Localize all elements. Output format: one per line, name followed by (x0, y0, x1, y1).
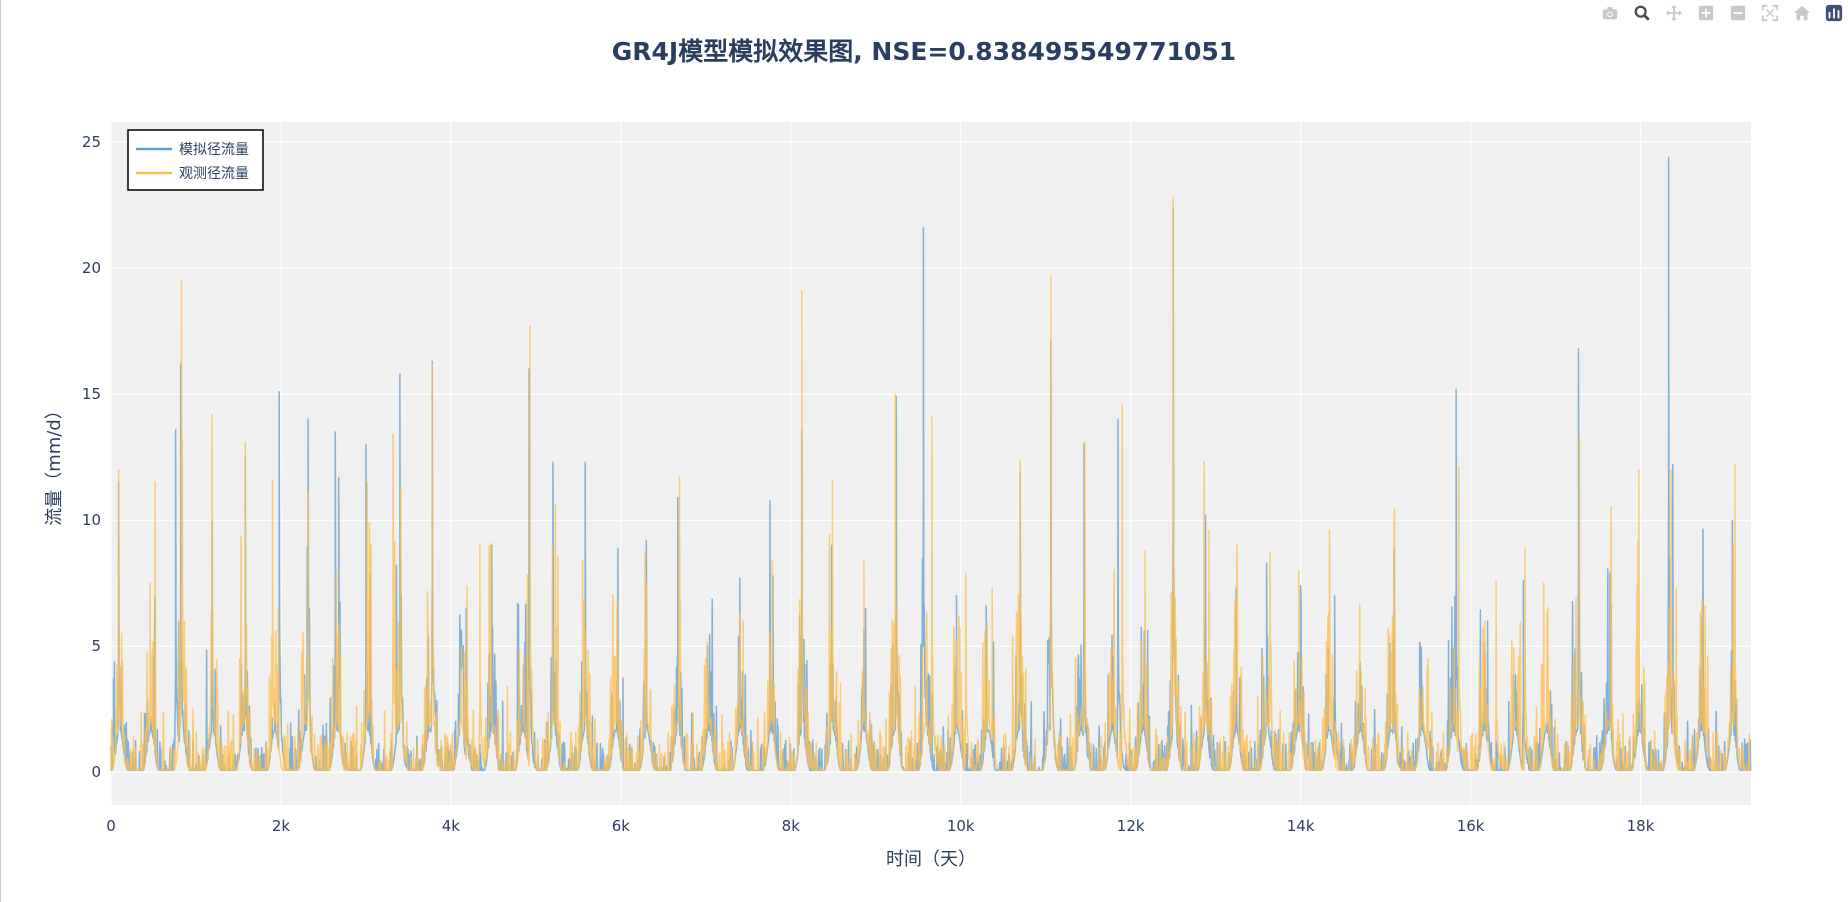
modebar (1600, 2, 1844, 24)
autoscale-icon[interactable] (1760, 3, 1780, 23)
camera-icon[interactable] (1600, 3, 1620, 23)
x-axis-title: 时间（天） (886, 849, 976, 870)
series-line-observed[interactable] (110, 196, 1752, 771)
x-tick-label: 8k (782, 817, 801, 835)
y-tick-label: 10 (82, 511, 101, 529)
y-tick-label: 15 (82, 385, 101, 403)
x-tick-label: 6k (612, 817, 631, 835)
chart-title: GR4J模型模拟效果图, NSE=0.838495549771051 (612, 37, 1236, 66)
y-axis-title: 流量（mm/d） (44, 401, 65, 526)
y-tick-label: 0 (91, 763, 101, 781)
zoom-out-icon[interactable] (1728, 3, 1748, 23)
zoom-in-icon[interactable] (1696, 3, 1716, 23)
x-tick-label: 18k (1627, 817, 1655, 835)
x-tick-label: 16k (1457, 817, 1485, 835)
legend: 模拟径流量 观测径流量 (127, 129, 264, 191)
y-tick-label: 20 (82, 259, 101, 277)
gridlines (110, 122, 1751, 805)
series-layer (110, 156, 1752, 771)
plotly-logo-icon[interactable] (1824, 3, 1844, 23)
y-tick-label: 25 (82, 133, 101, 151)
x-tick-label: 2k (272, 817, 291, 835)
x-tick-label: 12k (1117, 817, 1145, 835)
x-tick-label: 0 (106, 817, 116, 835)
page-left-border (0, 0, 1, 902)
zoom-icon[interactable] (1632, 3, 1652, 23)
x-tick-label: 10k (947, 817, 975, 835)
x-tick-label: 14k (1287, 817, 1315, 835)
legend-box (127, 129, 264, 191)
axis-ticks: 0 2k 4k 6k 8k 10k 12k 14k 16k 18k 0 5 10 15 20 25 (82, 133, 1655, 835)
home-icon[interactable] (1792, 3, 1812, 23)
legend-item-simulated[interactable]: 模拟径流量 (179, 142, 249, 158)
x-tick-label: 4k (442, 817, 461, 835)
y-tick-label: 5 (91, 637, 101, 655)
pan-icon[interactable] (1664, 3, 1684, 23)
legend-item-observed[interactable]: 观测径流量 (179, 166, 249, 182)
